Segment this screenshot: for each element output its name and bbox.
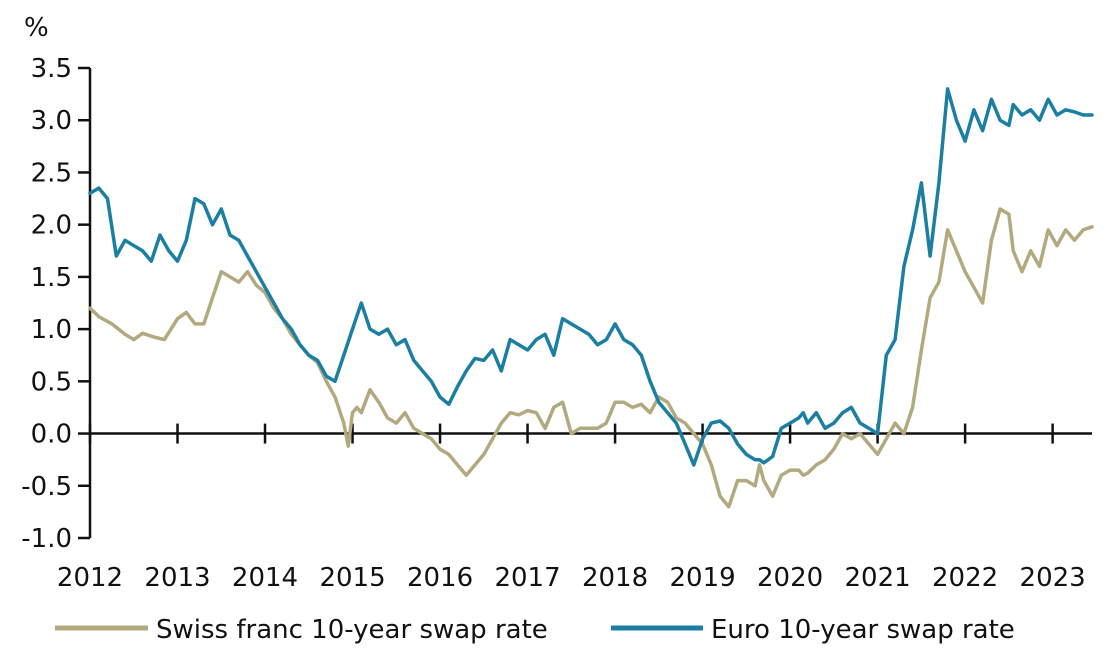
y-axis-unit-label: % [24, 13, 49, 43]
y-axis-tick-labels: 3.5 3.0 2.5 2.0 1.5 1.0 0.5 0.0 -0.5 -1.0 [21, 54, 72, 554]
x-tick-label: 2020 [757, 563, 823, 593]
x-tick-label: 2021 [845, 563, 911, 593]
y-tick-label: 3.0 [31, 106, 72, 136]
x-tick-label: 2017 [494, 563, 560, 593]
y-tick-label: 1.0 [31, 315, 72, 345]
legend-label-euro: Euro 10-year swap rate [711, 615, 1015, 645]
y-tick-label: 2.5 [31, 158, 72, 188]
x-tick-label: 2015 [319, 563, 385, 593]
y-tick-label: 2.0 [31, 211, 72, 241]
y-tick-label: 1.5 [31, 263, 72, 293]
legend-label-swiss: Swiss franc 10-year swap rate [156, 615, 548, 645]
x-tick-label: 2022 [932, 563, 998, 593]
series-layer [88, 87, 1094, 509]
y-tick-label: 3.5 [31, 54, 72, 84]
series-line-swiss-franc [88, 207, 1094, 509]
y-tick-label: 0.5 [31, 367, 72, 397]
x-tick-label: 2016 [407, 563, 473, 593]
x-tick-label: 2019 [669, 563, 735, 593]
legend: Swiss franc 10-year swap rate Euro 10-ye… [55, 615, 1015, 645]
x-tick-label: 2023 [1020, 563, 1086, 593]
series-line-euro [88, 87, 1094, 467]
x-tick-label: 2014 [232, 563, 298, 593]
x-axis-tick-labels: 2012 2013 2014 2015 2016 2017 2018 2019 2020 2021… [57, 563, 1086, 593]
axes [78, 66, 1092, 540]
x-tick-label: 2013 [144, 563, 210, 593]
y-tick-label: 0.0 [31, 420, 72, 450]
x-tick-label: 2012 [57, 563, 123, 593]
y-tick-label: -1.0 [21, 524, 72, 554]
y-tick-label: -0.5 [21, 472, 72, 502]
x-tick-label: 2018 [582, 563, 648, 593]
